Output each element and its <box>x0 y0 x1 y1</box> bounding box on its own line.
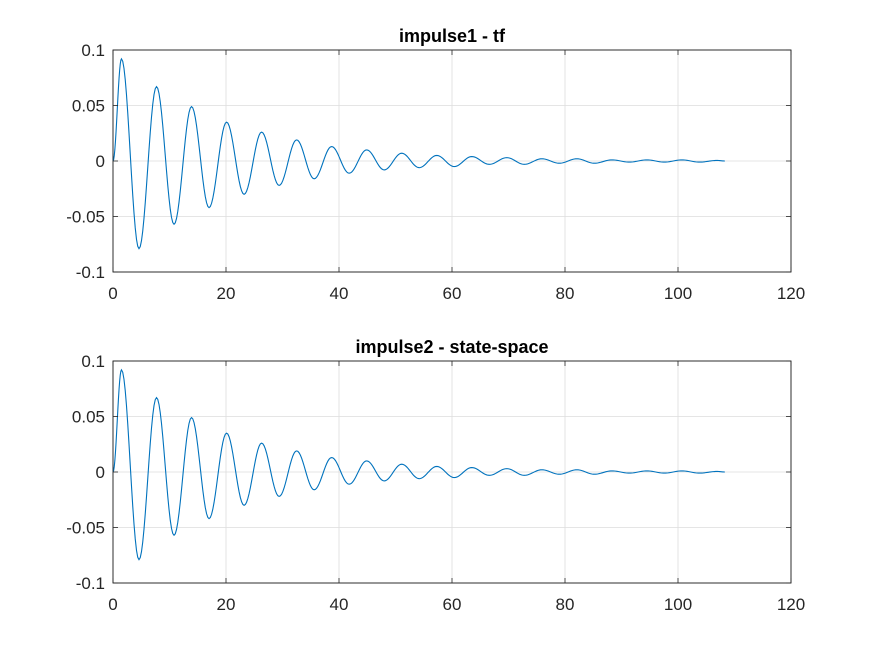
x-tick-label: 60 <box>443 284 462 303</box>
subplot-title: impulse2 - state-space <box>355 337 548 357</box>
series-line <box>112 57 725 250</box>
x-tick-label: 80 <box>556 284 575 303</box>
y-tick-label: 0.1 <box>81 41 105 60</box>
subplot-title: impulse1 - tf <box>399 26 506 46</box>
y-tick-label: 0 <box>96 152 105 171</box>
x-tick-label: 40 <box>330 284 349 303</box>
y-tick-label: -0.1 <box>76 574 105 593</box>
y-tick-label: 0 <box>96 463 105 482</box>
x-tick-label: 20 <box>217 284 236 303</box>
x-tick-label: 80 <box>556 595 575 614</box>
y-tick-label: 0.1 <box>81 352 105 371</box>
x-tick-label: 100 <box>664 595 692 614</box>
x-tick-label: 100 <box>664 284 692 303</box>
x-tick-label: 0 <box>108 284 117 303</box>
x-tick-label: 40 <box>330 595 349 614</box>
x-tick-label: 60 <box>443 595 462 614</box>
subplot-impulse2: impulse2 - state-space 0 20 40 60 80 100 120 -0… <box>66 337 805 614</box>
x-tick-label: 20 <box>217 595 236 614</box>
subplot-impulse1: impulse1 - tf 0 20 40 60 80 100 120 -0.1 -0.05 0 0… <box>66 26 805 303</box>
series-line <box>112 368 725 561</box>
y-tick-label: -0.1 <box>76 263 105 282</box>
y-tick-label: -0.05 <box>66 519 105 538</box>
x-tick-label: 120 <box>777 284 805 303</box>
x-tick-label: 0 <box>108 595 117 614</box>
x-tick-label: 120 <box>777 595 805 614</box>
y-tick-label: 0.05 <box>72 408 105 427</box>
y-tick-label: -0.05 <box>66 208 105 227</box>
y-tick-label: 0.05 <box>72 97 105 116</box>
